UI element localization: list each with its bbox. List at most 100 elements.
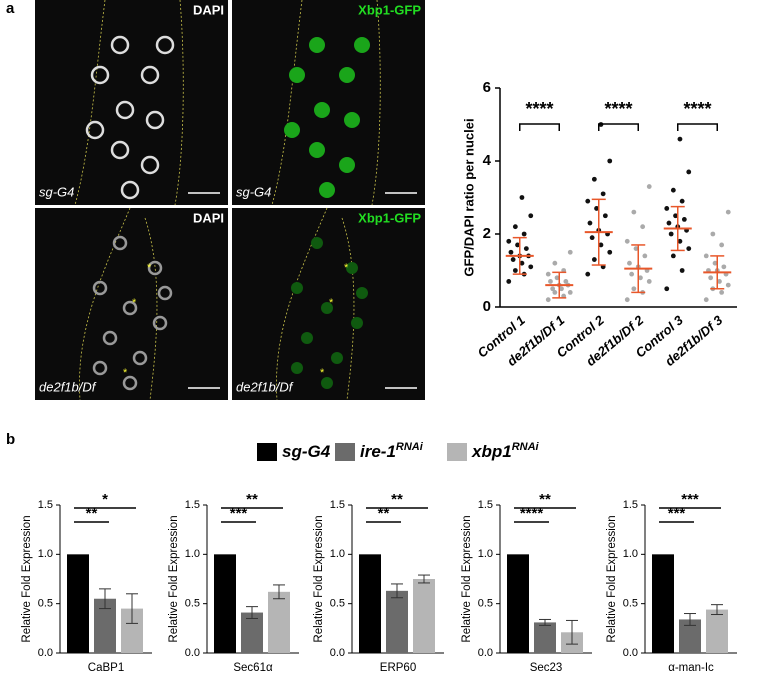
- nucleus: [122, 375, 138, 391]
- data-point: [587, 220, 593, 226]
- data-point: [681, 217, 687, 222]
- legend-label: sg-G4: [282, 442, 331, 461]
- nucleus: [331, 352, 343, 364]
- nucleus: [120, 180, 140, 200]
- data-point: [552, 260, 558, 266]
- y-axis-label: Relative Fold Expression: [168, 515, 180, 642]
- data-point: [677, 136, 683, 142]
- data-point: [670, 187, 676, 193]
- stain-label: Xbp1-GFP: [358, 2, 421, 17]
- data-point: [712, 260, 718, 266]
- nucleus: [354, 37, 370, 53]
- nucleus: [115, 100, 135, 120]
- marker: *: [132, 297, 137, 309]
- y-tick-label: 1.0: [185, 548, 200, 560]
- bar: [214, 554, 236, 653]
- y-tick-label: 2: [483, 225, 491, 242]
- data-point: [717, 279, 722, 284]
- y-tick-label: 0.5: [478, 598, 493, 610]
- genotype-label: de2f1b/Df: [39, 379, 97, 394]
- nucleus: [309, 142, 325, 158]
- data-point: [708, 275, 714, 281]
- nucleus: [291, 362, 303, 374]
- bar: [652, 554, 674, 653]
- data-point: [668, 231, 674, 237]
- panel-label: a: [6, 0, 15, 17]
- marker: *: [320, 367, 325, 379]
- nucleus: [132, 350, 148, 366]
- data-point: [664, 206, 670, 211]
- data-point: [554, 275, 560, 281]
- x-axis-label: ERP60: [380, 662, 416, 673]
- data-point: [642, 253, 648, 259]
- data-point: [679, 198, 685, 204]
- significance-label: ****: [525, 99, 553, 119]
- y-tick-label: 1.0: [330, 548, 345, 560]
- x-axis-label: Sec23: [530, 662, 563, 673]
- y-tick-label: 1.0: [478, 548, 493, 560]
- data-point: [664, 286, 670, 292]
- data-point: [721, 264, 727, 270]
- y-tick-label: 1.5: [623, 499, 638, 511]
- data-point: [515, 242, 520, 248]
- nucleus: [122, 300, 138, 316]
- y-tick-label: 0.5: [38, 598, 53, 610]
- nucleus: [110, 140, 130, 160]
- data-point: [686, 169, 692, 175]
- data-point: [506, 279, 512, 284]
- y-tick-label: 1.5: [478, 499, 493, 511]
- nucleus: [301, 332, 313, 344]
- nucleus: [112, 235, 128, 251]
- bar: [359, 554, 381, 653]
- legend-superscript: RNAi: [396, 441, 424, 453]
- legend-swatch: [447, 443, 467, 461]
- data-point: [719, 242, 725, 248]
- y-axis-label: Relative Fold Expression: [313, 515, 325, 642]
- data-point: [528, 264, 534, 270]
- data-point: [640, 224, 646, 230]
- legend-name: xbp1: [471, 442, 512, 461]
- legend-superscript: RNAi: [512, 441, 540, 453]
- marker: *: [329, 297, 334, 309]
- micrograph: [35, 0, 228, 205]
- data-point: [719, 290, 725, 295]
- data-point: [563, 279, 569, 284]
- nucleus: [319, 182, 335, 198]
- nucleus: [284, 122, 300, 138]
- y-tick-label: 1.0: [623, 548, 638, 560]
- significance-bracket: [519, 123, 560, 131]
- nucleus: [85, 120, 105, 140]
- y-tick-label: 0.0: [185, 647, 200, 659]
- data-point: [673, 213, 678, 219]
- data-point: [638, 275, 643, 281]
- nucleus: [314, 102, 330, 118]
- legend-name: sg-G4: [282, 442, 331, 461]
- nucleus: [157, 285, 173, 301]
- y-tick-label: 0.5: [185, 598, 200, 610]
- data-point: [633, 246, 639, 252]
- nucleus: [90, 65, 110, 85]
- stain-label: DAPI: [193, 2, 224, 17]
- marker: *: [344, 262, 349, 274]
- bar: [706, 609, 728, 653]
- data-point: [646, 184, 652, 189]
- y-axis-label: GFP/DAPI ratio per nuclei: [461, 118, 476, 276]
- nucleus: [289, 67, 305, 83]
- bar: [121, 608, 143, 653]
- legend-swatch: [335, 443, 355, 461]
- data-point: [519, 260, 525, 266]
- data-point: [550, 286, 556, 292]
- legend-name: ire-1: [360, 442, 396, 461]
- data-point: [552, 290, 558, 295]
- data-point: [594, 206, 599, 211]
- nucleus: [356, 287, 368, 299]
- data-point: [624, 297, 630, 303]
- nucleus: [155, 35, 175, 55]
- nucleus: [311, 237, 323, 249]
- data-point: [631, 209, 637, 215]
- significance-label: **: [378, 505, 390, 522]
- micrograph: [35, 208, 228, 400]
- y-tick-label: 0.0: [478, 647, 493, 659]
- nucleus: [344, 112, 360, 128]
